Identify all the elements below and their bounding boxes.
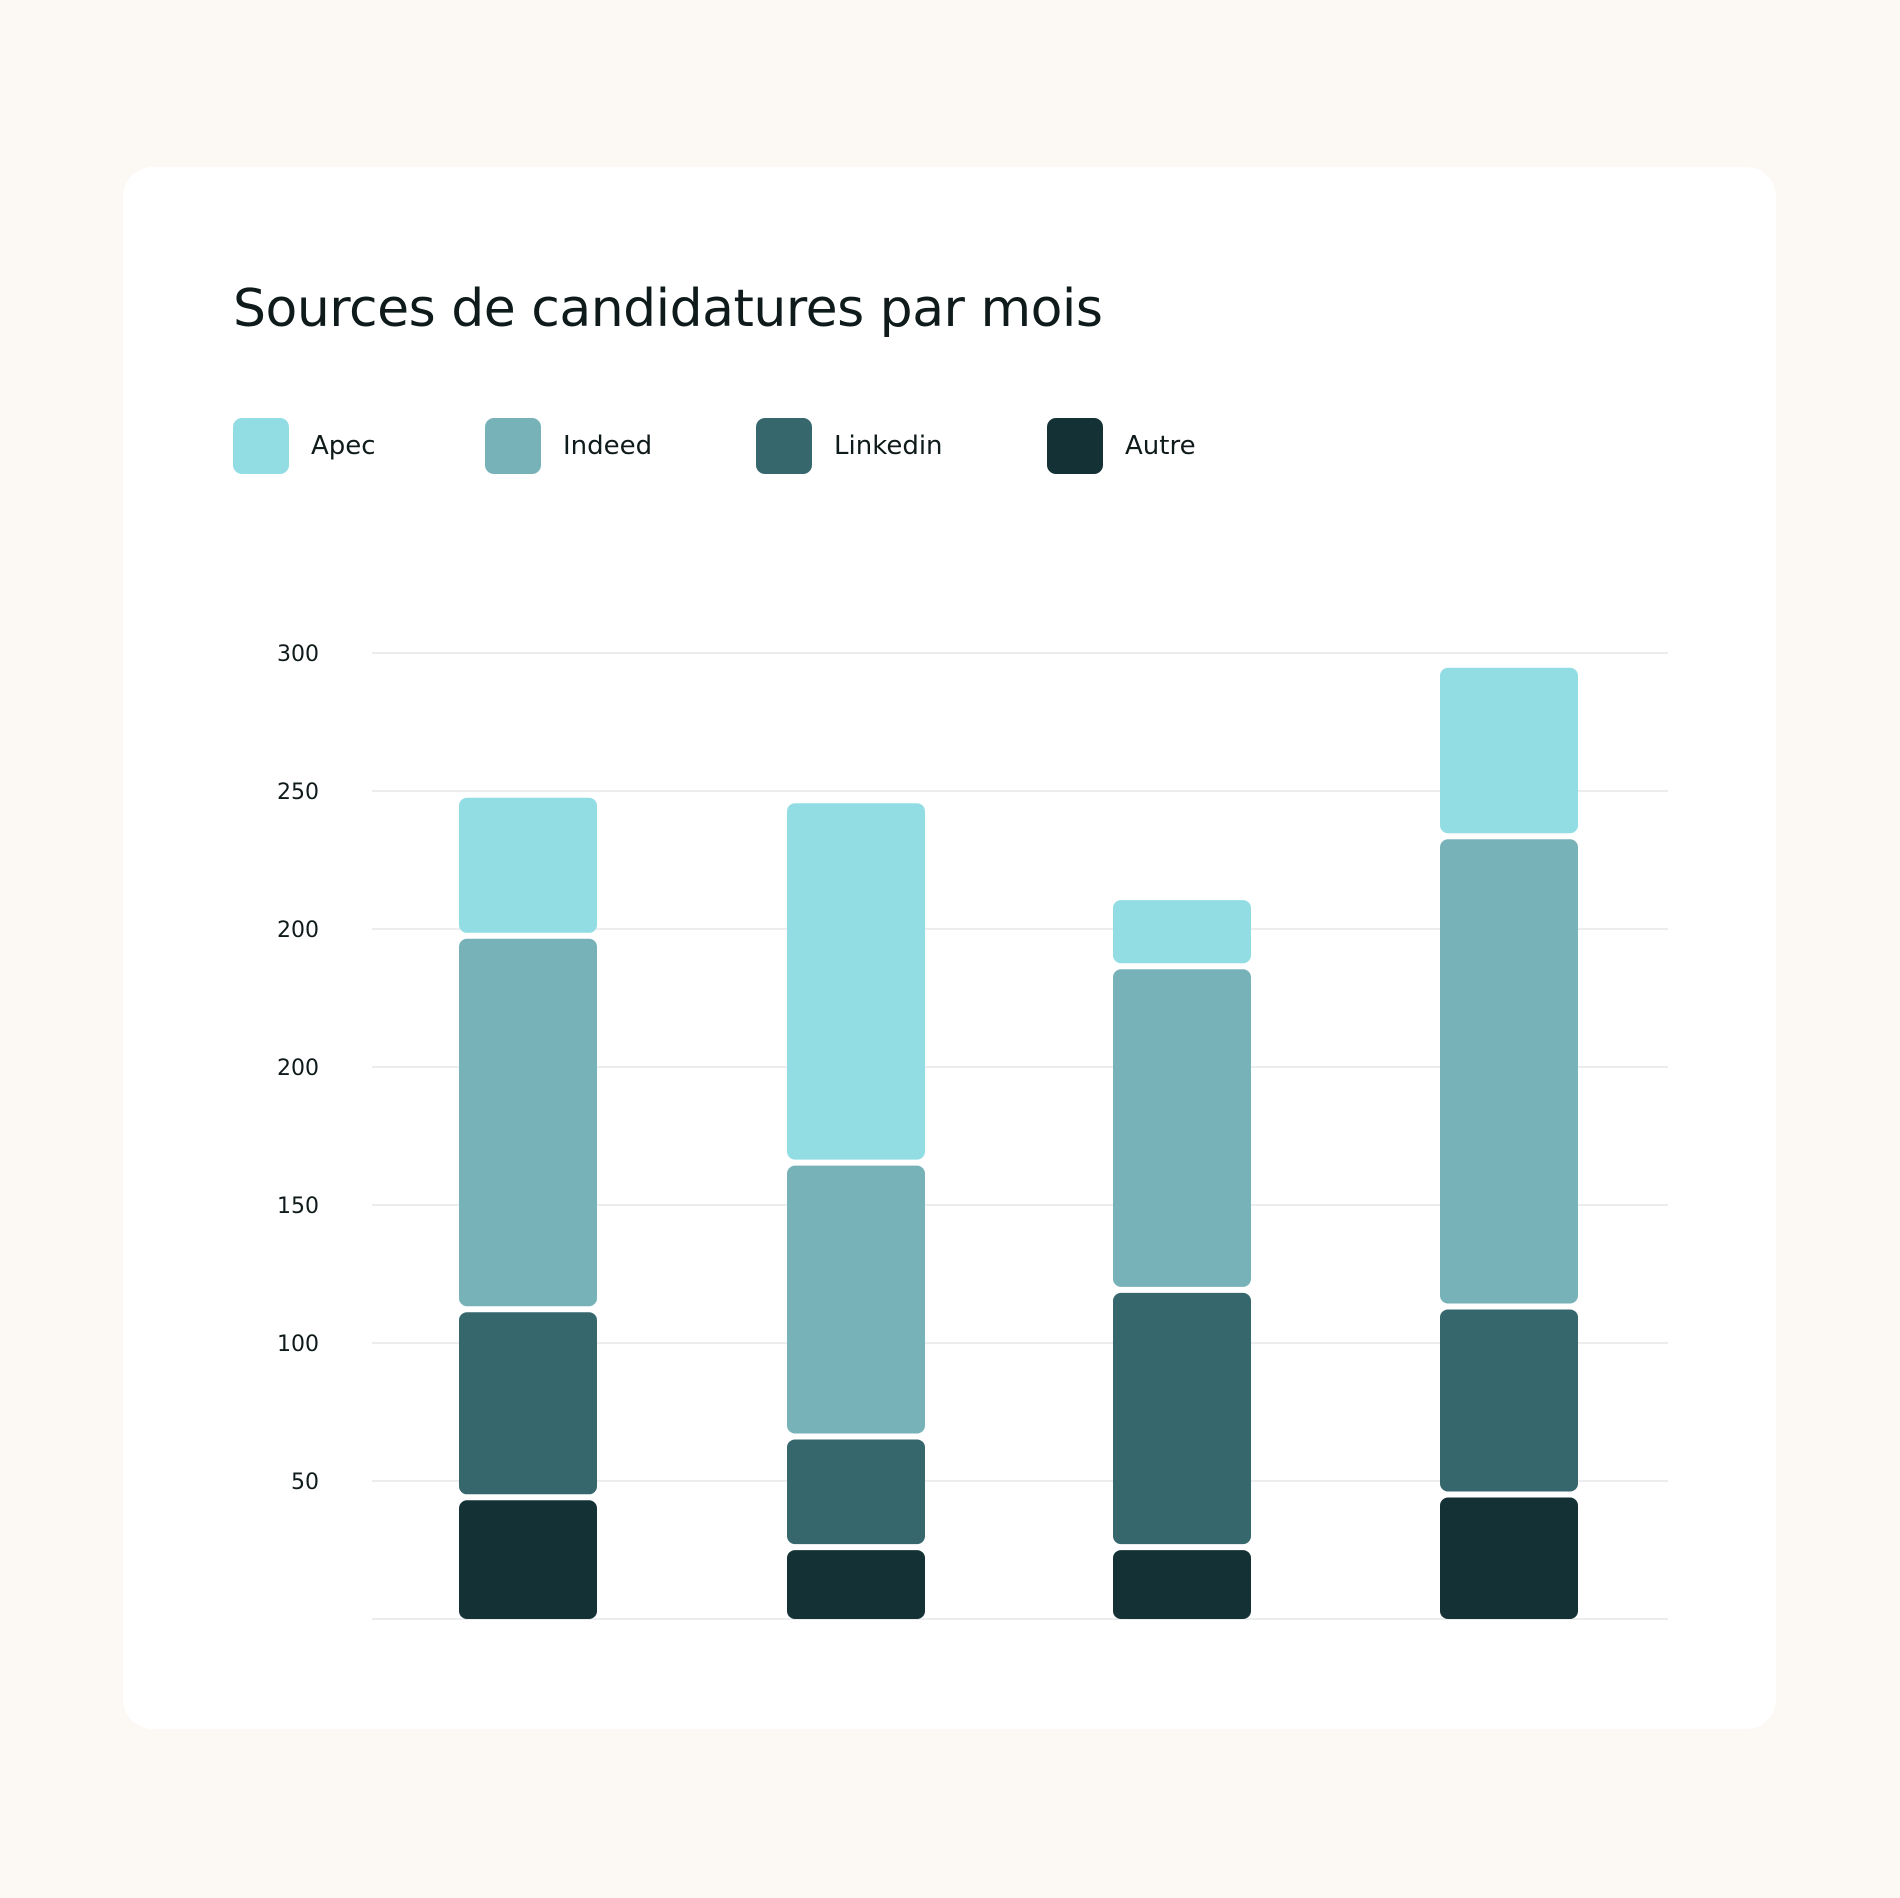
bar-segment-indeed (1440, 839, 1578, 1304)
bar-segment-linkedin (1113, 1292, 1251, 1545)
bar-segment-linkedin (1440, 1309, 1578, 1492)
bar-segment-apec (787, 803, 925, 1160)
bar-segment-apec (1440, 667, 1578, 834)
bar-segment-linkedin (787, 1439, 925, 1545)
legend-swatch-apec (233, 418, 289, 474)
legend-swatch-indeed (485, 418, 541, 474)
legend-item-autre: Autre (1047, 418, 1196, 474)
y-tick-label: 300 (277, 642, 319, 667)
legend-label-linkedin: Linkedin (834, 431, 943, 461)
bar-segment-autre (459, 1500, 597, 1619)
legend-item-linkedin: Linkedin (756, 418, 943, 474)
bar-segment-indeed (1113, 969, 1251, 1287)
legend-item-apec: Apec (233, 418, 376, 474)
bar-segment-indeed (459, 938, 597, 1307)
bar-stack (787, 803, 925, 1619)
stacked-bar-chart: 50 100 150 200 200 250 300 (277, 642, 1668, 1620)
bar-stack (459, 797, 597, 1619)
bar-segment-apec (459, 797, 597, 933)
legend-swatch-linkedin (756, 418, 812, 474)
bar-segment-autre (787, 1550, 925, 1619)
bar-stack (1440, 667, 1578, 1619)
bar-segment-apec (1113, 900, 1251, 964)
bar-segment-autre (1113, 1550, 1251, 1619)
y-tick-label: 200 (277, 918, 319, 943)
chart-card: Sources de candidatures par mois Apec In… (123, 167, 1776, 1729)
y-tick-label: 50 (291, 1470, 319, 1495)
y-tick-label: 100 (277, 1332, 319, 1357)
bar-segment-autre (1440, 1497, 1578, 1619)
chart-title: Sources de candidatures par mois (233, 279, 1103, 339)
legend-item-indeed: Indeed (485, 418, 652, 474)
bar-stack (1113, 900, 1251, 1619)
legend-label-indeed: Indeed (563, 431, 653, 461)
legend-label-apec: Apec (311, 431, 376, 461)
bar-segment-linkedin (459, 1312, 597, 1495)
legend-swatch-autre (1047, 418, 1103, 474)
y-tick-label: 200 (277, 1056, 319, 1081)
y-tick-label: 250 (277, 780, 319, 805)
y-tick-label: 150 (277, 1194, 319, 1219)
bar-segment-indeed (787, 1165, 925, 1434)
legend-label-autre: Autre (1125, 431, 1196, 461)
